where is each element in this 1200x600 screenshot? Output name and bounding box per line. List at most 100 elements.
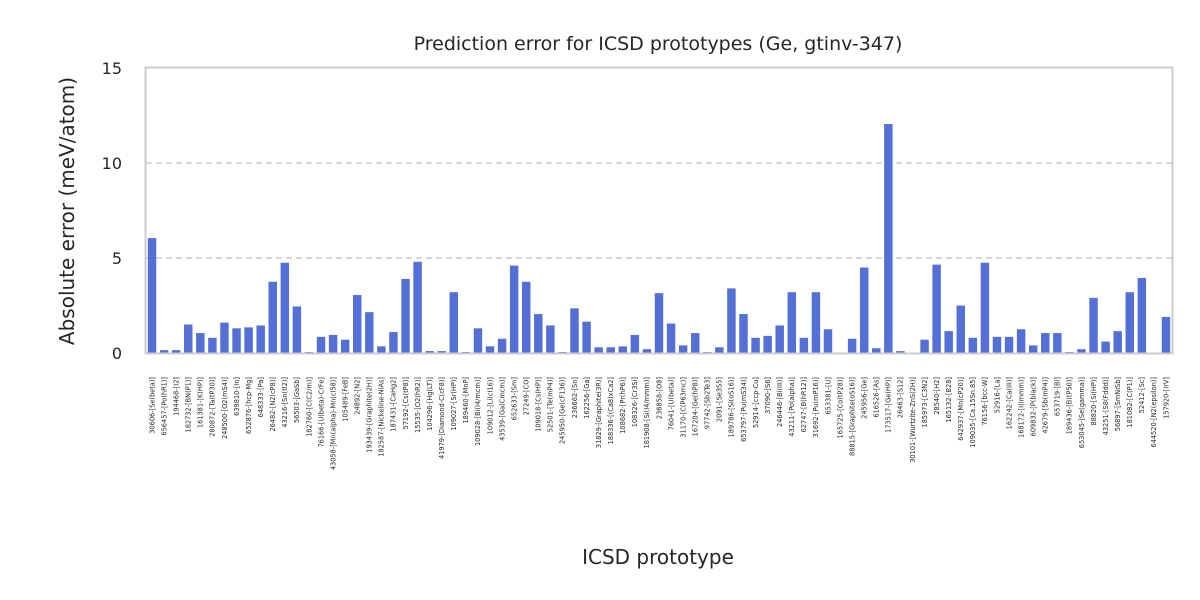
grid-lines — [146, 162, 1172, 259]
x-tick-label: 31170-[C(P63mc)] — [679, 377, 687, 438]
x-tick-label: 37090-[S6] — [764, 377, 772, 414]
bar — [280, 262, 290, 353]
bar — [1137, 277, 1147, 353]
x-tick-label: 24892-[N2] — [354, 377, 362, 415]
x-tick-label: 639810-[In] — [233, 377, 241, 416]
bar — [377, 346, 386, 353]
x-tick-label: 30606-[Se(beta)] — [148, 377, 156, 434]
x-tick-label: 173517-[Ge(HP)] — [885, 377, 893, 433]
bar — [980, 262, 990, 353]
x-tick-label: 15535-[O2(hR2)] — [414, 377, 422, 433]
x-tick-labels: 30606-[Se(beta)] 656457-[Po(hR1)] 194468-[… — [148, 377, 1170, 470]
x-tick-label: 109035-[Ca.15Sn.85] — [969, 377, 977, 448]
x-tick-label: 653719-[Bi] — [1054, 377, 1062, 416]
bar — [1004, 336, 1014, 353]
bar — [642, 349, 652, 353]
x-tick-label: 76041-[U(beta)] — [667, 377, 675, 430]
x-tick-label: 652876-[hcp-Mg] — [245, 377, 253, 434]
x-tick-label: 52916-[La] — [993, 377, 1001, 413]
y-tick-label: 5 — [112, 249, 122, 268]
x-tick-label: 31692-[Pu(mP16)] — [812, 377, 820, 437]
bar — [715, 347, 724, 353]
x-tick-label: 189436-[B(tP50)] — [1066, 377, 1074, 434]
x-tick-label: 157920-[IrV] — [1162, 377, 1170, 419]
x-tick-label: 162242-[Ca(III)] — [1005, 377, 1013, 429]
x-tick-label: 41979-[Diamond-C(cF8)] — [438, 377, 446, 459]
x-tick-label: 162256-[Ga] — [583, 377, 591, 419]
bar — [340, 339, 350, 353]
x-tick-label: 31829-[Graphite(3R)] — [595, 377, 603, 448]
x-tick-label: 88820-[Si(HP)] — [1090, 377, 1098, 426]
x-tick-label: 280872-[Ta(tP30)] — [209, 377, 217, 437]
x-tick-label: 56503-[GaSb] — [293, 377, 301, 423]
y-axis-label: Absolute error (meV/atom) — [55, 77, 79, 345]
x-tick-label: 189786-[Si(oS16)] — [728, 377, 736, 437]
bar — [690, 333, 700, 353]
x-tick-label: 642937-[Mn(cP20)] — [957, 377, 965, 441]
x-tick-label: 57192-[Cs(tP8)] — [402, 377, 410, 429]
bar — [316, 336, 326, 353]
bar — [292, 306, 302, 353]
y-tick-labels: 0 5 10 15 — [102, 59, 122, 363]
x-tick-label: 245956-[Ge] — [861, 377, 869, 419]
bar — [582, 321, 591, 353]
bar — [1101, 341, 1110, 353]
bar — [413, 261, 422, 353]
x-tick-label: 181908-[Si(I4/mmm)] — [643, 377, 651, 449]
x-tick-label: 245950-[Ge(cF136)] — [559, 377, 567, 444]
x-tick-label: 652633-[Sm] — [510, 377, 518, 420]
bar — [630, 334, 640, 353]
x-tick-label: 26463-[S12] — [897, 377, 905, 418]
x-tick-label: 165132-[B28] — [945, 377, 953, 423]
bar — [606, 347, 615, 353]
bar — [147, 238, 157, 353]
bar — [1125, 292, 1134, 353]
y-tick-label: 10 — [102, 154, 122, 173]
bar — [328, 334, 338, 353]
bar — [159, 350, 169, 353]
x-tick-label: 56897-[SmNiSb] — [1114, 377, 1122, 431]
bar — [171, 350, 181, 353]
x-tick-label: 43216-[Sn(tI2)] — [281, 377, 289, 428]
bar — [449, 292, 459, 353]
bar — [594, 347, 603, 353]
x-tick-label: 105489-[FeB] — [341, 377, 349, 422]
bar — [437, 351, 446, 353]
bar — [896, 351, 905, 353]
bar — [1077, 349, 1086, 353]
bar — [1028, 345, 1038, 353]
bar — [956, 305, 965, 353]
bar — [268, 281, 277, 353]
x-tick-label: 27249-[CO] — [523, 377, 531, 415]
bar — [1041, 333, 1050, 353]
bar — [1089, 297, 1098, 353]
x-tick-label: 30101-[Wurtzite-ZnS(2H)] — [909, 377, 917, 463]
x-tick-label: 236662-[Sn] — [571, 377, 579, 418]
x-tick-label: 236858-[O8] — [655, 377, 663, 419]
x-tick-label: 168172-[I(Immm)] — [1017, 377, 1025, 438]
x-tick-label: 653381-[U] — [824, 377, 832, 415]
bar — [992, 336, 1002, 353]
x-tick-label: 108682-[Pr(hP6)] — [619, 377, 627, 434]
x-tick-label: 43251-[S8(Fddd)] — [1102, 377, 1110, 435]
x-tick-label: 28540-[H2] — [933, 377, 941, 415]
x-tick-label: 656457-[Po(hR1)] — [160, 377, 168, 436]
x-tick-label: 616526-[As] — [873, 377, 881, 418]
x-tick-label: 188336-[(Ca8)xCa2] — [607, 377, 615, 444]
bar — [1113, 331, 1122, 353]
bar — [1161, 316, 1171, 353]
bar — [847, 338, 857, 353]
bar — [968, 337, 978, 353]
x-tick-label: 182587-[Nickeline-NiAs] — [378, 377, 386, 457]
bar — [534, 314, 543, 353]
x-tick-label: 76156-[bcc-W] — [981, 377, 989, 426]
bar — [256, 325, 265, 353]
x-tick-label: 42679-[Sb(mP4)] — [1042, 377, 1050, 434]
x-tick-label: 26482-[N2(cP8)] — [269, 377, 277, 432]
x-tick-label: 248500-[O2(mS4)] — [221, 377, 229, 439]
x-tick-label: 43058-[Mn(alpha)-Mn(cI58)] — [329, 377, 337, 470]
bar — [244, 327, 253, 353]
bar — [944, 331, 953, 353]
bar — [739, 314, 748, 353]
x-tick-label: 609832-[P(black)] — [1029, 377, 1037, 436]
